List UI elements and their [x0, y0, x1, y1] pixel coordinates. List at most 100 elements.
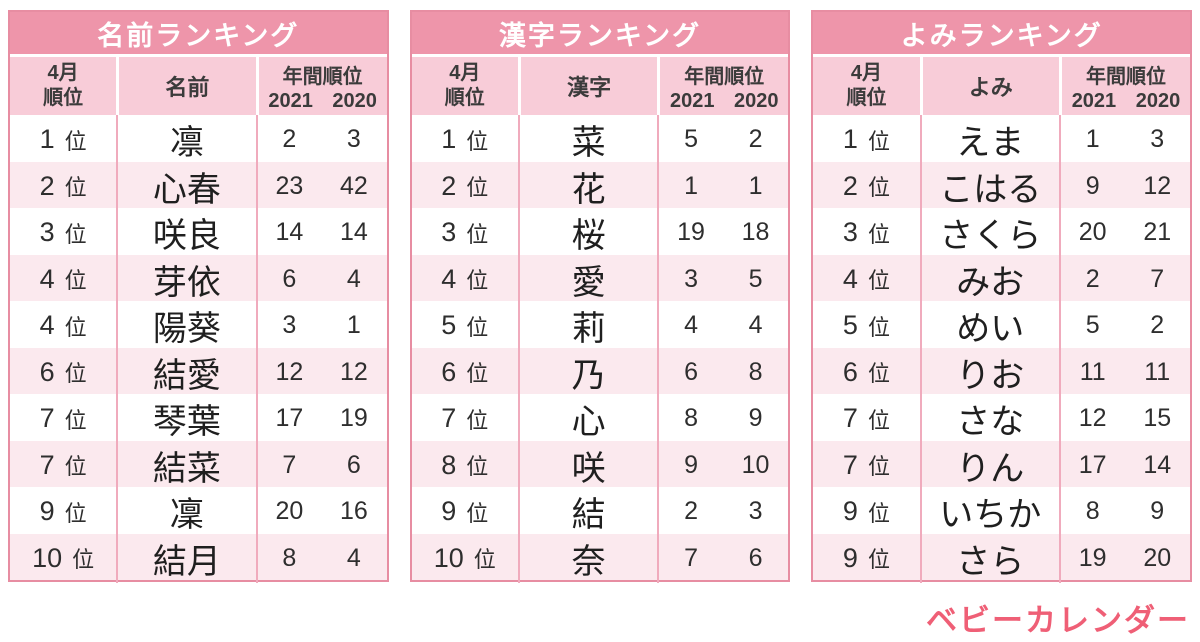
rank-2021-cell: 6	[657, 347, 723, 397]
table-row: 6 位りお 11 11	[813, 347, 1191, 397]
rank-unit: 位	[867, 268, 890, 293]
rank-2020-cell: 12	[1143, 171, 1172, 200]
table-row: 6 位結愛 12 12	[10, 347, 387, 397]
rank-number: 2	[842, 170, 858, 201]
rank-unit: 位	[466, 361, 489, 386]
rank-2021-cell: 20	[255, 487, 322, 536]
rank-2021-cell: 8	[657, 394, 723, 443]
column-header-annual-rank: 年間順位 2021 2020	[1058, 57, 1190, 115]
table-row: 4 位芽依 6 4	[10, 254, 387, 304]
rank-2020-cell: 42	[339, 171, 368, 200]
rank-number: 6	[842, 356, 858, 387]
rank-unit: 位	[867, 407, 890, 433]
table-title: 名前ランキング	[10, 12, 387, 57]
rank-unit: 位	[64, 500, 87, 526]
table-row: 3 位さくら 20 21	[813, 208, 1191, 257]
table-row: 3 位咲良 14 14	[10, 208, 387, 257]
value-cell: えま	[919, 115, 1059, 164]
ranking-table-yomi: よみランキング 4月 順位 よみ 年間順位 2021 2020 1 位えま 1 3 2 位…	[811, 10, 1193, 583]
value-cell: 結愛	[116, 347, 255, 397]
rank-number: 1	[842, 124, 858, 154]
april-rank-line2: 順位	[444, 87, 485, 109]
rank-2021-cell: 9	[1058, 161, 1125, 211]
column-header-annual-rank: 年間順位 2021 2020	[255, 57, 387, 115]
value-cell: 結	[517, 487, 657, 536]
table-row: 4 位みお 2 7	[813, 254, 1191, 304]
rank-unit: 位	[867, 454, 890, 479]
april-rank-line1: 4月	[47, 62, 79, 84]
rank-number: 1	[39, 124, 55, 154]
value-cell: 桜	[517, 208, 657, 257]
rank-2021-cell: 12	[255, 347, 322, 397]
rank-unit: 位	[64, 407, 87, 433]
april-rank-line2: 順位	[846, 87, 887, 109]
table-header: 4月 順位 漢字 年間順位 2021 2020	[411, 57, 789, 115]
rank-2020-cell: 6	[748, 543, 763, 572]
rank-2021-cell: 9	[657, 440, 723, 490]
rank-2020-cell: 19	[339, 404, 368, 432]
table-row: 7 位琴葉 17 19	[10, 394, 387, 443]
rank-unit: 位	[466, 314, 489, 340]
rank-2021-cell: 7	[657, 533, 723, 583]
rank-unit: 位	[64, 268, 87, 293]
table-header: 4月 順位 よみ 年間順位 2021 2020	[813, 57, 1191, 115]
rank-unit: 位	[64, 454, 87, 479]
rank-number: 4	[39, 310, 55, 340]
rank-2020-cell: 15	[1143, 404, 1172, 432]
year-subheaders: 2021 2020	[1062, 90, 1190, 113]
column-header-year-2020: 2020	[1135, 89, 1181, 112]
rank-number: 9	[842, 542, 858, 573]
rank-number: 9	[842, 496, 858, 526]
rank-unit: 位	[64, 314, 87, 340]
rank-unit: 位	[72, 547, 95, 572]
table-title: 漢字ランキング	[411, 12, 789, 57]
rank-number: 10	[433, 542, 464, 573]
rank-2020-cell: 21	[1143, 218, 1172, 246]
rank-2021-cell: 8	[255, 533, 322, 583]
table-row: 2 位心春 23 42	[10, 161, 387, 211]
value-cell: 花	[517, 161, 657, 211]
column-header-april-rank: 4月 順位	[10, 57, 116, 115]
year-subheaders: 2021 2020	[660, 90, 788, 113]
value-cell: 心	[517, 394, 657, 443]
rank-number: 7	[842, 403, 858, 433]
rank-unit: 位	[466, 175, 489, 200]
column-header-value: よみ	[919, 57, 1059, 115]
rank-unit: 位	[64, 128, 87, 154]
table-row: 8 位咲 9 10	[411, 440, 789, 490]
rank-unit: 位	[64, 361, 87, 386]
rank-unit: 位	[867, 128, 890, 154]
rank-2021-cell: 3	[255, 301, 322, 350]
table-row: 9 位凜 20 16	[10, 487, 387, 536]
rank-number: 9	[39, 496, 55, 526]
rank-2021-cell: 5	[657, 115, 723, 164]
rank-number: 6	[441, 356, 457, 387]
value-cell: りん	[919, 440, 1059, 490]
rank-unit: 位	[64, 175, 87, 200]
value-cell: いちか	[919, 487, 1059, 536]
rank-number: 7	[441, 403, 457, 433]
table-row: 10 位奈 7 6	[411, 533, 789, 583]
rank-2020-cell: 11	[1144, 357, 1171, 386]
table-row: 1 位えま 1 3	[813, 115, 1191, 164]
table-row: 9 位いちか 8 9	[813, 487, 1191, 536]
value-cell: さな	[919, 394, 1059, 443]
rank-2020-cell: 4	[346, 264, 361, 293]
rank-2021-cell: 7	[255, 440, 322, 490]
table-row: 7 位りん 17 14	[813, 440, 1191, 490]
rank-unit: 位	[867, 500, 890, 526]
rank-2021-cell: 17	[255, 394, 322, 443]
rank-unit: 位	[466, 500, 489, 526]
april-rank-line1: 4月	[850, 62, 883, 84]
